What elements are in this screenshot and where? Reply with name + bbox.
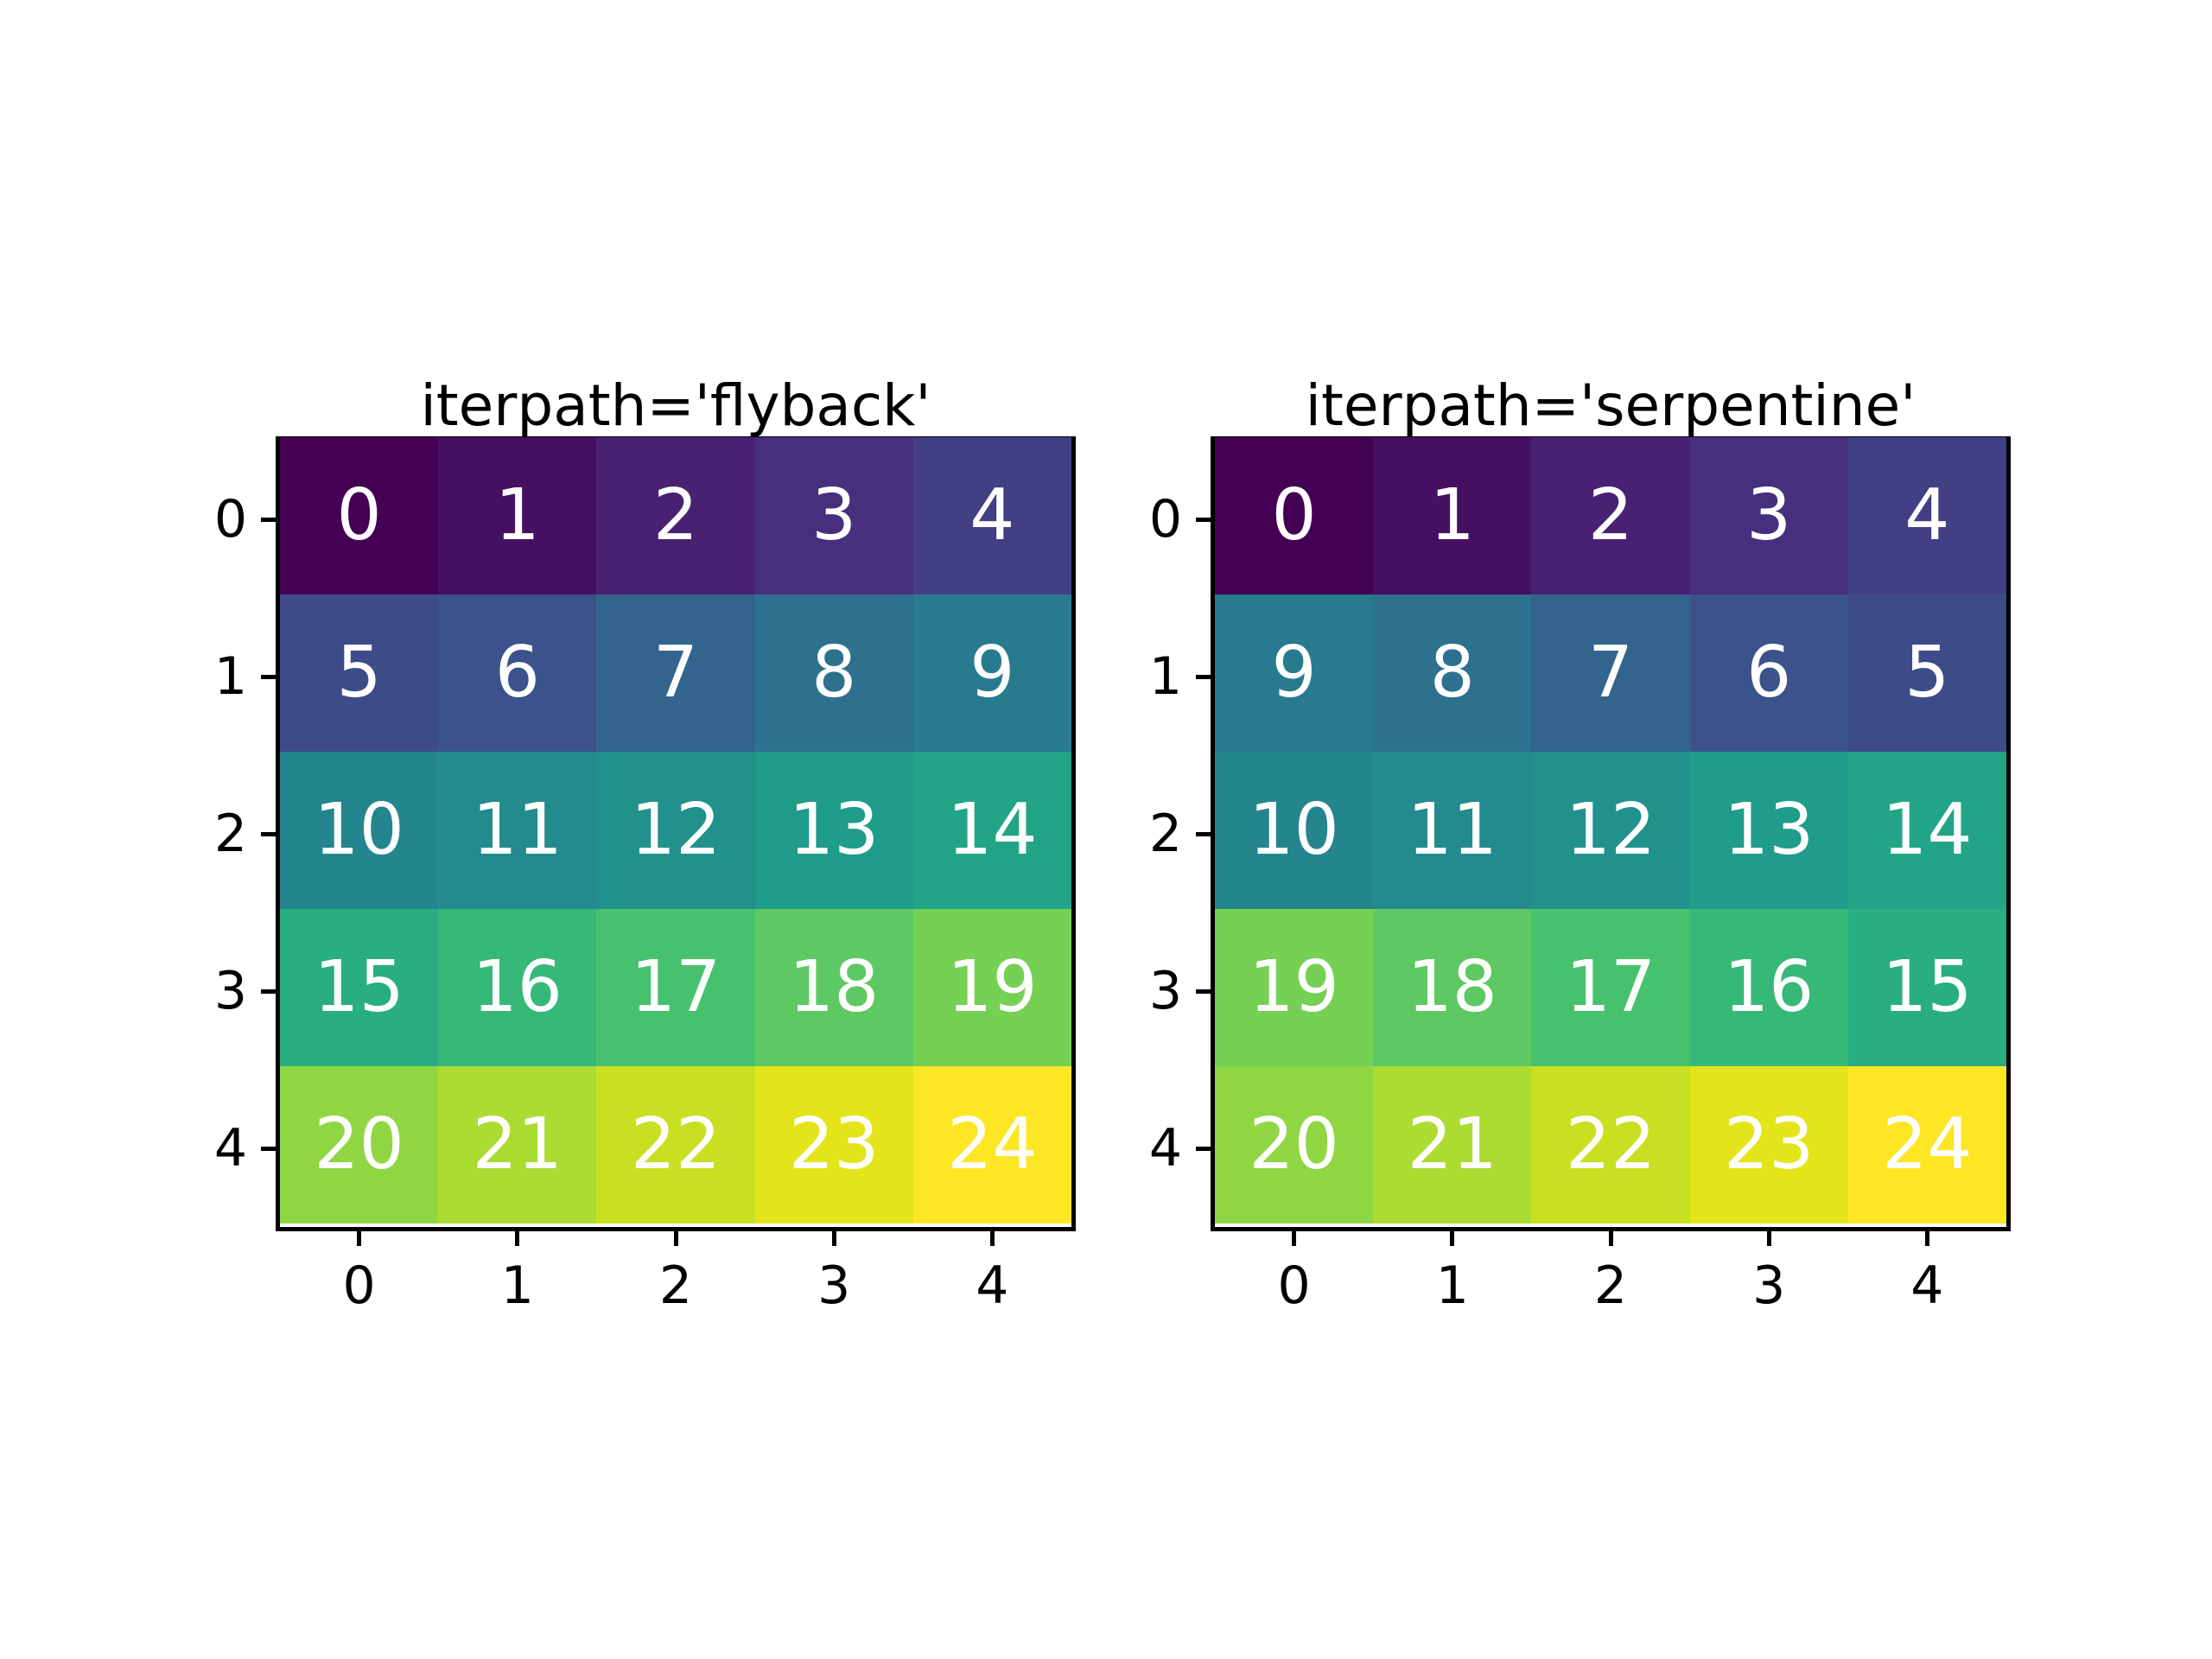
plot-title-flyback: iterpath='flyback' bbox=[420, 372, 931, 439]
heatmap-cell: 4 bbox=[912, 437, 1071, 594]
heatmap-cell: 24 bbox=[912, 1066, 1071, 1224]
x-tick-label: 1 bbox=[1435, 1255, 1469, 1316]
x-tick-label: 0 bbox=[342, 1255, 376, 1316]
heatmap-cell: 23 bbox=[754, 1066, 913, 1224]
heatmap-cell: 15 bbox=[1847, 909, 2006, 1066]
heatmap-cell: 9 bbox=[912, 594, 1071, 752]
heatmap-cell: 5 bbox=[1847, 594, 2006, 752]
heatmap-cell: 19 bbox=[1215, 909, 1374, 1066]
heatmap-cell: 22 bbox=[596, 1066, 755, 1224]
plot-title-serpentine: iterpath='serpentine' bbox=[1305, 372, 1916, 439]
heatmap-cell: 12 bbox=[1531, 752, 1690, 909]
heatmap-cell: 18 bbox=[754, 909, 913, 1066]
heatmap-cell: 20 bbox=[1215, 1066, 1374, 1224]
heatmap-cell: 2 bbox=[1531, 437, 1690, 594]
y-tick-label: 2 bbox=[1148, 804, 1182, 864]
y-tick-mark bbox=[261, 1146, 276, 1151]
y-tick-label: 2 bbox=[213, 804, 247, 864]
heatmap-axes-flyback: 0 1 2 3 4 5 6 7 8 9 10 11 12 13 14 15 16 17 18 19 20 21 22 23 24 bbox=[276, 436, 1076, 1231]
heatmap-cell: 12 bbox=[596, 752, 755, 909]
x-tick-label: 2 bbox=[1593, 1255, 1628, 1316]
x-tick-mark bbox=[1766, 1231, 1771, 1246]
x-tick-mark bbox=[515, 1231, 520, 1246]
x-tick-label: 1 bbox=[500, 1255, 534, 1316]
y-tick-label: 0 bbox=[213, 489, 247, 550]
x-tick-mark bbox=[673, 1231, 678, 1246]
heatmap-cell: 6 bbox=[438, 594, 597, 752]
y-tick-mark bbox=[1196, 988, 1211, 994]
heatmap-cell: 16 bbox=[1689, 909, 1848, 1066]
y-tick-mark bbox=[1196, 674, 1211, 679]
heatmap-cell: 5 bbox=[280, 594, 439, 752]
y-tick-label: 1 bbox=[213, 646, 247, 707]
x-tick-mark bbox=[1292, 1231, 1297, 1246]
heatmap-cell: 0 bbox=[280, 437, 439, 594]
heatmap-cell: 9 bbox=[1215, 594, 1374, 752]
heatmap-cell: 4 bbox=[1847, 437, 2006, 594]
x-tick-label: 4 bbox=[976, 1255, 1009, 1316]
x-tick-mark bbox=[1924, 1231, 1929, 1246]
heatmap-cell: 11 bbox=[1373, 752, 1532, 909]
x-tick-label: 3 bbox=[1752, 1255, 1786, 1316]
heatmap-cell: 8 bbox=[1373, 594, 1532, 752]
heatmap-cell: 17 bbox=[596, 909, 755, 1066]
heatmap-cell: 14 bbox=[1847, 752, 2006, 909]
heatmap-cell: 3 bbox=[754, 437, 913, 594]
heatmap-cell: 3 bbox=[1689, 437, 1848, 594]
heatmap-cell: 7 bbox=[1531, 594, 1690, 752]
x-tick-mark bbox=[989, 1231, 995, 1246]
x-tick-mark bbox=[831, 1231, 836, 1246]
heatmap-cell: 17 bbox=[1531, 909, 1690, 1066]
heatmap-cell: 13 bbox=[1689, 752, 1848, 909]
heatmap-cell: 1 bbox=[438, 437, 597, 594]
heatmap-cell: 20 bbox=[280, 1066, 439, 1224]
y-tick-label: 4 bbox=[1148, 1118, 1182, 1179]
heatmap-cell: 19 bbox=[912, 909, 1071, 1066]
heatmap-cell: 23 bbox=[1689, 1066, 1848, 1224]
heatmap-cell: 2 bbox=[596, 437, 755, 594]
heatmap-cell: 11 bbox=[438, 752, 597, 909]
x-tick-label: 0 bbox=[1277, 1255, 1311, 1316]
heatmap-cell: 22 bbox=[1531, 1066, 1690, 1224]
y-tick-mark bbox=[261, 674, 276, 679]
heatmap-cell: 24 bbox=[1847, 1066, 2006, 1224]
heatmap-cell: 10 bbox=[1215, 752, 1374, 909]
x-tick-label: 4 bbox=[1910, 1255, 1944, 1316]
y-tick-mark bbox=[261, 831, 276, 836]
x-tick-label: 2 bbox=[658, 1255, 693, 1316]
heatmap-cell: 13 bbox=[754, 752, 913, 909]
heatmap-cell: 6 bbox=[1689, 594, 1848, 752]
heatmap-cell: 0 bbox=[1215, 437, 1374, 594]
heatmap-axes-serpentine: 0 1 2 3 4 9 8 7 6 5 10 11 12 13 14 19 18 17 16 15 20 21 22 23 24 bbox=[1211, 436, 2011, 1231]
x-tick-label: 3 bbox=[817, 1255, 851, 1316]
heatmap-cell: 18 bbox=[1373, 909, 1532, 1066]
y-tick-label: 4 bbox=[213, 1118, 247, 1179]
heatmap-cell: 7 bbox=[596, 594, 755, 752]
heatmap-cell: 1 bbox=[1373, 437, 1532, 594]
y-tick-label: 3 bbox=[1148, 961, 1182, 1021]
heatmap-cell: 21 bbox=[1373, 1066, 1532, 1224]
heatmap-cell: 16 bbox=[438, 909, 597, 1066]
y-tick-label: 3 bbox=[213, 961, 247, 1021]
heatmap-cell: 14 bbox=[912, 752, 1071, 909]
heatmap-cell: 21 bbox=[438, 1066, 597, 1224]
y-tick-label: 0 bbox=[1148, 489, 1182, 550]
x-tick-mark bbox=[1608, 1231, 1613, 1246]
heatmap-cell: 8 bbox=[754, 594, 913, 752]
y-tick-mark bbox=[1196, 831, 1211, 836]
x-tick-mark bbox=[1450, 1231, 1455, 1246]
y-tick-mark bbox=[261, 988, 276, 994]
y-tick-mark bbox=[1196, 517, 1211, 522]
heatmap-cell: 15 bbox=[280, 909, 439, 1066]
y-tick-mark bbox=[261, 517, 276, 522]
x-tick-mark bbox=[357, 1231, 362, 1246]
y-tick-mark bbox=[1196, 1146, 1211, 1151]
y-tick-label: 1 bbox=[1148, 646, 1182, 707]
heatmap-cell: 10 bbox=[280, 752, 439, 909]
